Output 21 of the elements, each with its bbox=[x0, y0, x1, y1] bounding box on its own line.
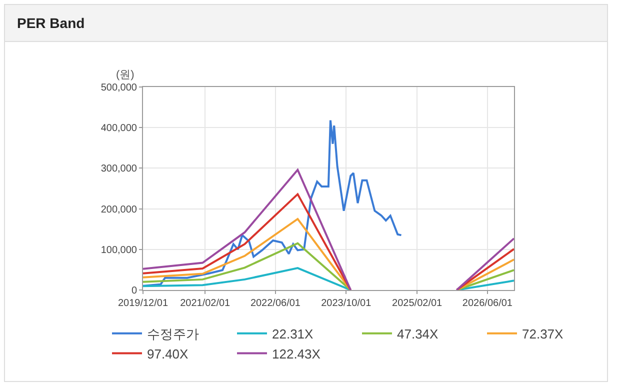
x-tick-label: 2021/02/01 bbox=[180, 298, 231, 309]
legend-label: 22.31X bbox=[272, 326, 314, 342]
line-series bbox=[143, 119, 402, 287]
x-tick-label: 2023/10/01 bbox=[321, 298, 372, 309]
legend-label: 97.40X bbox=[147, 346, 189, 362]
legend-label: 72.37X bbox=[522, 326, 564, 342]
x-tick-label: 2022/06/01 bbox=[250, 298, 301, 309]
x-tick-label: 2019/12/01 bbox=[118, 298, 168, 309]
x-tick-label: 2026/06/01 bbox=[462, 298, 513, 309]
legend-label: 47.34X bbox=[397, 326, 439, 342]
chart-title: PER Band bbox=[5, 5, 607, 42]
y-tick-label: 100,000 bbox=[100, 244, 138, 256]
y-tick-label: 300,000 bbox=[100, 164, 138, 175]
legend-label: 수정주가 bbox=[147, 326, 199, 342]
y-tick-label: 400,000 bbox=[100, 123, 138, 134]
x-tick-label: 2025/02/01 bbox=[392, 298, 443, 309]
y-axis-title: (원) bbox=[116, 69, 134, 81]
y-tick-label: 0 bbox=[131, 286, 138, 296]
legend-label: 122.43X bbox=[272, 346, 321, 362]
y-tick-label: 200,000 bbox=[100, 204, 138, 216]
y-tick-label: 500,000 bbox=[100, 82, 138, 94]
